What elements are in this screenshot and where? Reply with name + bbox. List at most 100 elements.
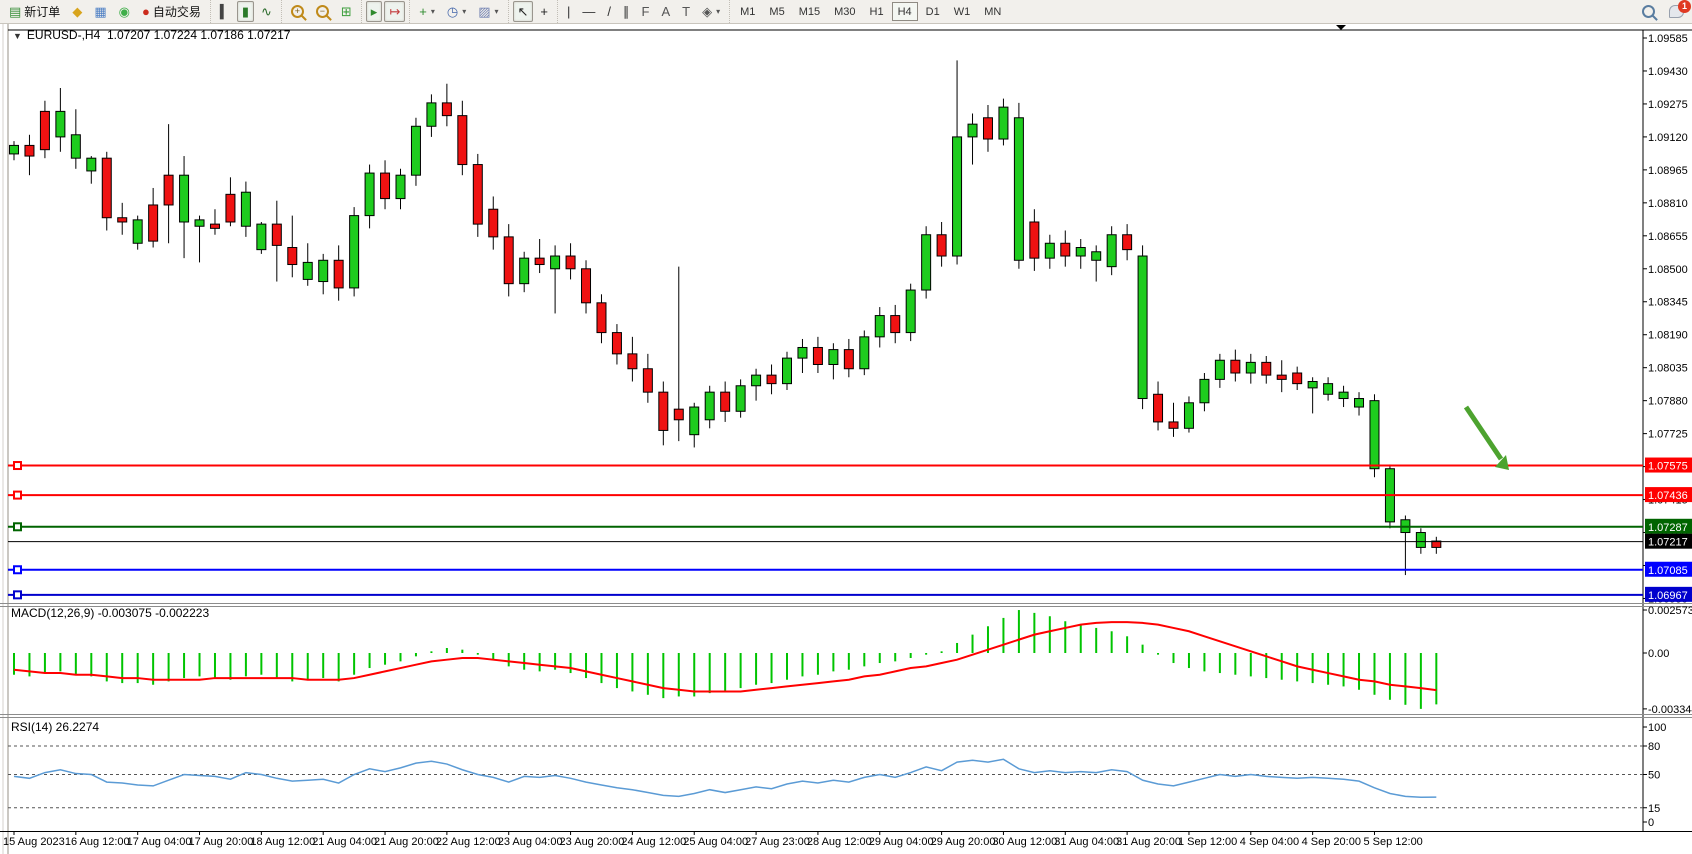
candle-down	[1276, 374, 1287, 380]
candle-up	[1338, 391, 1349, 400]
support-line-blue-2-price-box	[1645, 586, 1692, 602]
trendline-button[interactable]: /	[602, 1, 616, 22]
time-tick-label: 22 Aug 12:00	[436, 836, 501, 848]
timeframe-d1-button[interactable]: D1	[925, 5, 940, 18]
timeframe-h1-button[interactable]: H1	[869, 5, 884, 18]
rsi-tick-label: 15	[1648, 803, 1660, 815]
text-icon: A	[661, 4, 671, 19]
time-tick-label: 27 Aug 23:00	[745, 836, 810, 848]
equidistant-channel-button[interactable]: ∥	[618, 1, 635, 22]
autotrading-button[interactable]: ● 自动交易	[137, 1, 206, 22]
candle-up	[1415, 532, 1426, 548]
cursor-button[interactable]: ↖	[512, 1, 534, 22]
crosshair-button[interactable]: +	[535, 1, 553, 22]
equidistant-channel-icon: ∥	[623, 4, 630, 19]
candle-up	[952, 136, 963, 257]
candle-up	[689, 406, 700, 436]
timeframe-m5-button[interactable]: M5	[769, 5, 785, 18]
candle-down	[117, 217, 128, 223]
zoom-out-button[interactable]: −	[311, 1, 334, 22]
candle-up	[1245, 361, 1256, 374]
time-tick-label: 16 Aug 12:00	[65, 836, 130, 848]
macd-signal-line	[13, 621, 1437, 693]
candle-down	[163, 174, 174, 206]
support-line-blue-1-price-box	[1645, 561, 1692, 577]
compass-icon-button[interactable]: ◆	[67, 1, 87, 22]
timeframe-h4-button[interactable]: H4	[891, 2, 918, 21]
zoom-in-button[interactable]: +	[286, 1, 309, 22]
vertical-line-button[interactable]: |	[562, 1, 575, 22]
candle-down	[673, 408, 684, 421]
templates-button[interactable]: ▨ ▾	[473, 1, 503, 22]
indicators-button[interactable]: + ▾	[414, 1, 440, 22]
candle-down	[24, 144, 35, 157]
resistance-line-1-handle[interactable]	[13, 461, 22, 471]
support-line-blue-1-price-label: 1.07085	[1648, 565, 1688, 577]
support-line-green-price-box	[1645, 518, 1692, 534]
bar-chart-button[interactable]: ▍	[215, 1, 235, 22]
chevron-down-icon[interactable]: ▾	[430, 7, 435, 16]
candle-up	[1369, 400, 1380, 470]
candle-down	[890, 315, 901, 334]
resistance-line-2-handle[interactable]	[13, 490, 22, 500]
toolbar-group: ▍ ▮ ∿	[209, 0, 281, 23]
down-arrow-annotation-head[interactable]	[1495, 455, 1509, 470]
candle-up	[519, 257, 530, 285]
search-icon[interactable]	[1642, 5, 1655, 18]
timeframe-m1-button[interactable]: M1	[740, 5, 756, 18]
horizontal-line-button[interactable]: —	[577, 1, 600, 22]
signal-icon-button[interactable]: ◉	[114, 1, 135, 22]
time-tick-label: 28 Aug 12:00	[807, 836, 872, 848]
chevron-down-icon[interactable]: ▾	[462, 7, 467, 16]
candle-up	[318, 259, 329, 283]
chart-window-button[interactable]: ▦	[89, 1, 111, 22]
new-order-button[interactable]: ▤ 新订单	[4, 1, 65, 22]
candle-up	[1013, 117, 1024, 261]
tile-windows-button[interactable]: ⊞	[336, 1, 357, 22]
periods-button[interactable]: ◷ ▾	[442, 1, 471, 22]
candle-down	[1261, 361, 1272, 376]
candle-up	[256, 223, 267, 251]
candlestick-chart-button[interactable]: ▮	[236, 1, 254, 22]
auto-scroll-button[interactable]: ▸	[365, 1, 383, 22]
chevron-down-icon[interactable]: ▾	[494, 7, 499, 16]
candle-up	[921, 234, 932, 291]
time-tick-label: 4 Sep 20:00	[1302, 836, 1361, 848]
timeframe-m15-button[interactable]: M15	[798, 5, 821, 18]
notifications-icon[interactable]: 1	[1669, 0, 1691, 18]
text-button[interactable]: A	[656, 1, 675, 22]
macd-tick-label: 0.002573	[1648, 605, 1692, 617]
candle-up	[1106, 234, 1117, 268]
rsi-tick-label: 100	[1648, 722, 1666, 734]
chart-shift-button[interactable]: ↦	[384, 1, 406, 22]
macd-tick-label: 0.00	[1648, 648, 1669, 660]
chevron-down-icon[interactable]: ▾	[716, 7, 721, 16]
indicators-icon: +	[419, 4, 427, 19]
candle-down	[101, 157, 112, 219]
candle-up	[782, 357, 792, 385]
support-line-blue-2-handle[interactable]	[13, 590, 22, 600]
timeframe-mn-button[interactable]: MN	[984, 5, 1002, 18]
line-chart-button[interactable]: ∿	[256, 1, 277, 22]
chart-window-icon: ▦	[94, 4, 107, 19]
time-tick-label: 24 Aug 12:00	[621, 836, 686, 848]
toolbar-group: + − ⊞	[280, 0, 361, 23]
timeframe-m30-button[interactable]: M30	[834, 5, 856, 18]
down-arrow-annotation[interactable]	[1463, 405, 1504, 461]
candle-down	[812, 346, 823, 365]
candle-up	[1323, 383, 1334, 395]
rsi-line	[13, 758, 1437, 799]
candle-up	[967, 123, 978, 138]
candle-up	[302, 261, 313, 280]
tile-windows-icon: ⊞	[340, 4, 352, 19]
support-line-green-handle[interactable]	[13, 522, 22, 532]
candle-down	[1122, 234, 1133, 251]
candle-up	[426, 102, 437, 127]
toolbar-group: ▸ ↦	[360, 0, 409, 23]
timeframe-w1-button[interactable]: W1	[953, 5, 971, 18]
text-label-button[interactable]: T	[677, 1, 695, 22]
arrows-button[interactable]: ◈ ▾	[697, 1, 725, 22]
fibonacci-button[interactable]: F	[637, 1, 655, 22]
support-line-blue-1-handle[interactable]	[13, 565, 22, 575]
price-tick-label: 1.08965	[1648, 165, 1688, 177]
